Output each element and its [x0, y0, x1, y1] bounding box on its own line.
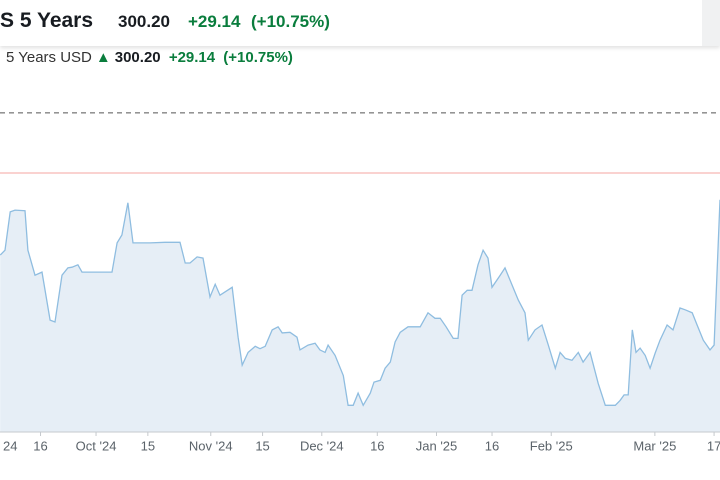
header-button[interactable]: [702, 0, 720, 46]
area-fill: [0, 199, 720, 432]
legend-change: +29.14: [168, 49, 216, 66]
x-tick-label: 16: [485, 438, 499, 453]
legend-price: 300.20: [114, 49, 161, 66]
instrument-title: S 5 Years: [0, 9, 94, 32]
up-arrow: ▲: [95, 49, 111, 66]
chart-legend: 5 Years USD ▲ 300.20 +29.14 (+10.75%): [6, 49, 297, 66]
price-line: [0, 199, 720, 407]
header: S 5 Years 300.20 +29.14 (+10.75%): [0, 0, 720, 46]
x-tick-label: 16: [33, 438, 47, 453]
x-tick-label: 16: [370, 438, 384, 453]
subtitle: 5 Years USD: [6, 49, 92, 66]
x-tick-label: Nov '24: [189, 438, 233, 453]
x-tick-label: Oct '24: [76, 438, 117, 453]
x-tick-label: Dec '24: [300, 438, 344, 453]
x-tick-label: 15: [255, 438, 269, 453]
last-price: 300.20: [118, 12, 170, 31]
x-tick-label: 17: [707, 438, 720, 453]
x-tick-label: Jan '25: [416, 438, 458, 453]
x-tick-label: 15: [141, 438, 155, 453]
price-change-percent: (+10.75%): [251, 12, 330, 31]
x-tick-label: Feb '25: [530, 438, 573, 453]
price-change: +29.14: [188, 12, 241, 31]
x-tick-label: 24: [3, 438, 17, 453]
legend-change-percent: (+10.75%): [223, 49, 293, 66]
x-tick-label: Mar '25: [633, 438, 676, 453]
